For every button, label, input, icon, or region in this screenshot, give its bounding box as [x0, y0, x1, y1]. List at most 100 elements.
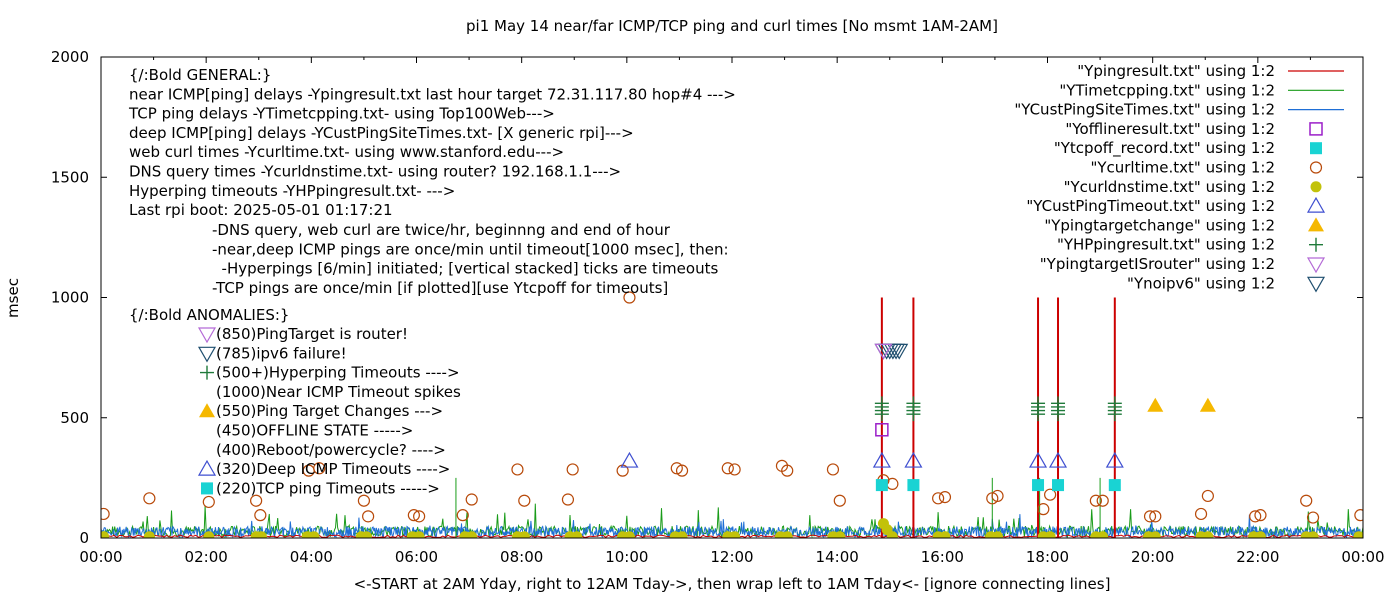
- note-general-line: DNS query times -Ycurldnstime.txt- using…: [129, 163, 621, 181]
- curl-time-point: [1306, 511, 1320, 524]
- legend-marker: [1309, 237, 1323, 252]
- dns-time-point: [101, 531, 110, 538]
- deep-icmp-timeout-point: [620, 451, 639, 468]
- dns-time-point: [466, 531, 478, 538]
- anomaly-marker: [199, 403, 215, 418]
- tcp-ping-timeout-point: [875, 479, 888, 492]
- curl-time-point: [986, 492, 999, 505]
- legend-label: "YpingtargetISrouter" using 1:2: [1040, 255, 1275, 273]
- note-indented-line: -near,deep ICMP pings are once/min until…: [212, 240, 729, 258]
- legend-marker: [1306, 196, 1326, 213]
- dns-time-point: [255, 531, 267, 538]
- note-general-line: Last rpi boot: 2025-05-01 01:17:21: [129, 201, 393, 219]
- plot-frame: [100, 56, 1364, 539]
- y-tick-label: 1500: [51, 168, 89, 186]
- hyperping-timeout-point: [1051, 396, 1066, 411]
- y-tick-label: 2000: [51, 48, 89, 66]
- y-axis-label: msec: [4, 278, 22, 318]
- curl-time-point: [202, 495, 215, 509]
- curl-time-point: [1194, 507, 1208, 521]
- dns-time-point: [1202, 531, 1214, 538]
- curl-time-point: [1354, 509, 1363, 522]
- curl-time-point: [1201, 489, 1214, 503]
- legend-marker: [1308, 217, 1324, 232]
- curl-time-point: [250, 494, 263, 507]
- curl-time-point: [675, 464, 689, 477]
- legend-label: "Yofflineresult.txt" using 1:2: [1065, 120, 1275, 138]
- anomaly-line: (550)Ping Target Changes --->: [216, 402, 443, 420]
- dns-time-point: [1097, 531, 1109, 538]
- anomaly-marker: [197, 327, 217, 344]
- curl-time-point: [362, 510, 375, 523]
- curl-time-point: [670, 462, 683, 475]
- offline-state-point: [875, 423, 889, 437]
- tcp-ping-timeout-point: [1032, 479, 1045, 492]
- note-indented-line: -Hyperpings [6/min] initiated; [vertical…: [212, 260, 718, 278]
- dns-time-point: [413, 531, 425, 538]
- tcp-ping-timeout-point: [1052, 479, 1065, 492]
- legend-label: "Ypingtargetchange" using 1:2: [1044, 216, 1275, 234]
- deep-icmp-timeout-point: [904, 451, 923, 468]
- curl-time-point: [1300, 494, 1313, 507]
- dns-time-point: [1353, 531, 1363, 538]
- anomaly-line: (320)Deep ICMP Timeouts ---->: [216, 460, 450, 478]
- curl-time-point: [1249, 510, 1262, 523]
- dns-time-point: [939, 531, 951, 538]
- ipv6-failure-point: [890, 343, 909, 360]
- y-tick-label: 1000: [51, 289, 89, 307]
- hyperping-timeout-point: [906, 396, 921, 411]
- curl-time-point: [511, 463, 524, 476]
- curl-time-point: [826, 463, 840, 476]
- curl-time-point: [728, 463, 741, 476]
- legend-label: "Ynoipv6" using 1:2: [1127, 274, 1275, 292]
- x-tick-label: 14:00: [816, 548, 859, 566]
- curl-time-point: [566, 463, 579, 476]
- deep-icmp-timeout-point: [1105, 451, 1124, 468]
- anomalies-title: {/:Bold ANOMALIES:}: [129, 306, 289, 324]
- curl-time-point: [1149, 510, 1162, 523]
- legend-marker: [1309, 161, 1323, 174]
- dns-time-point: [781, 531, 793, 538]
- legend-marker: [1309, 122, 1323, 136]
- anomaly-marker: [200, 365, 214, 380]
- x-tick-label: 16:00: [921, 548, 964, 566]
- dns-time-point: [886, 531, 898, 538]
- x-tick-label: 04:00: [290, 548, 333, 566]
- legend-marker: [1310, 142, 1322, 155]
- ping-target-change-point: [1199, 397, 1216, 412]
- dns-time-point: [143, 531, 155, 538]
- curl-time-point: [1044, 488, 1057, 501]
- curl-time-point: [143, 492, 156, 505]
- curl-time-point: [357, 494, 371, 507]
- x-tick-label: 00:00: [1341, 548, 1384, 566]
- tcp-ping-timeout-point: [907, 479, 920, 492]
- legend-label: "YCustPingSiteTimes.txt" using 1:2: [1014, 101, 1275, 119]
- anomaly-line: (785)ipv6 failure!: [216, 344, 347, 362]
- legend-label: "YHPpingresult.txt" using 1:2: [1057, 236, 1275, 254]
- anomaly-line: (500+)Hyperping Timeouts ---->: [216, 364, 460, 382]
- dns-time-point: [992, 531, 1004, 538]
- dns-time-point: [1307, 531, 1319, 538]
- anomaly-line: (1000)Near ICMP Timeout spikes: [216, 383, 461, 401]
- dns-time-point: [308, 531, 320, 538]
- curl-time-point: [101, 507, 110, 521]
- note-indented-line: -TCP pings are once/min [if plotted][use…: [212, 279, 668, 297]
- x-tick-label: 20:00: [1131, 548, 1174, 566]
- deep-icmp-timeout-point: [1029, 451, 1048, 468]
- note-general-line: web curl times -Ycurltime.txt- using www…: [129, 143, 564, 161]
- dns-time-point: [203, 531, 215, 538]
- curl-time-point: [518, 494, 531, 507]
- note-general-line: near ICMP[ping] delays -Ypingresult.txt …: [129, 85, 736, 103]
- x-tick-label: 02:00: [185, 548, 228, 566]
- ping-target-router-point: [874, 343, 893, 360]
- curl-time-point: [781, 464, 794, 477]
- x-axis-label: <-START at 2AM Yday, right to 12AM Tday-…: [354, 575, 1111, 593]
- x-tick-label: 08:00: [500, 548, 543, 566]
- anomaly-marker: [201, 482, 213, 495]
- note-general-line: {/:Bold GENERAL:}: [129, 66, 271, 84]
- anomaly-marker: [197, 346, 217, 363]
- dns-time-point: [361, 531, 373, 538]
- dns-time-point: [623, 531, 635, 538]
- x-tick-label: 06:00: [395, 548, 438, 566]
- curl-time-point: [561, 493, 575, 506]
